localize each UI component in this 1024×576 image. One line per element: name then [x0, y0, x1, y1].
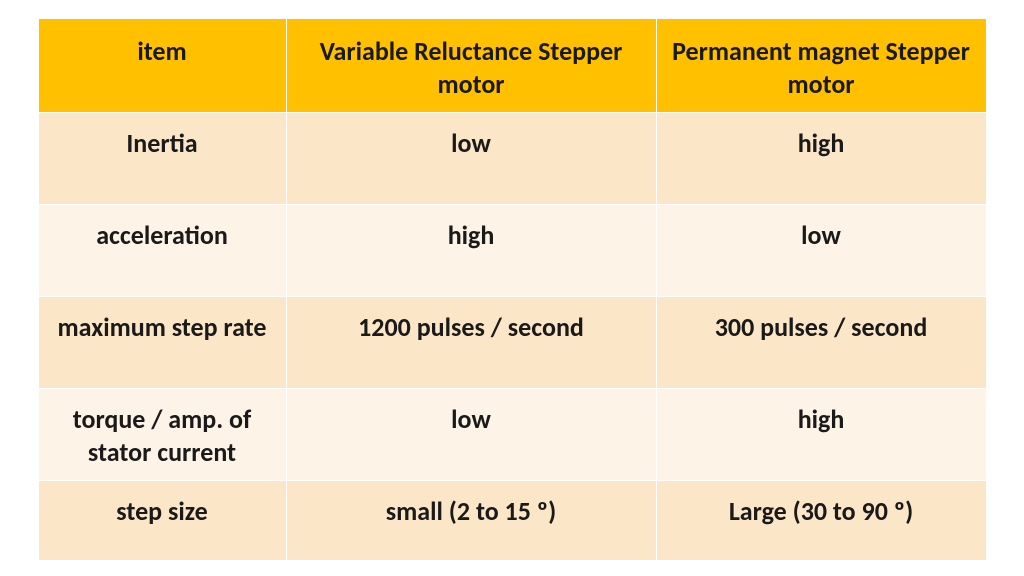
cell-pm: high [656, 113, 986, 205]
col-header-pm: Permanent magnet Stepper motor [656, 19, 986, 113]
cell-pm: Large (30 to 90 º) [656, 481, 986, 561]
table-row: maximum step rate 1200 pulses / second 3… [38, 297, 986, 389]
cell-pm: low [656, 205, 986, 297]
cell-vr: low [286, 113, 656, 205]
table-row: torque / amp. of stator current low high [38, 389, 986, 481]
cell-vr: low [286, 389, 656, 481]
comparison-table: item Variable Reluctance Stepper motor P… [38, 18, 987, 561]
col-header-item: item [38, 19, 286, 113]
cell-item: step size [38, 481, 286, 561]
cell-item: maximum step rate [38, 297, 286, 389]
table-row: Inertia low high [38, 113, 986, 205]
cell-item: torque / amp. of stator current [38, 389, 286, 481]
cell-item: acceleration [38, 205, 286, 297]
table-row: step size small (2 to 15 º) Large (30 to… [38, 481, 986, 561]
cell-pm: high [656, 389, 986, 481]
cell-item: Inertia [38, 113, 286, 205]
cell-vr: high [286, 205, 656, 297]
cell-vr: small (2 to 15 º) [286, 481, 656, 561]
cell-vr: 1200 pulses / second [286, 297, 656, 389]
table-row: acceleration high low [38, 205, 986, 297]
col-header-vr: Variable Reluctance Stepper motor [286, 19, 656, 113]
table-header-row: item Variable Reluctance Stepper motor P… [38, 19, 986, 113]
cell-pm: 300 pulses / second [656, 297, 986, 389]
